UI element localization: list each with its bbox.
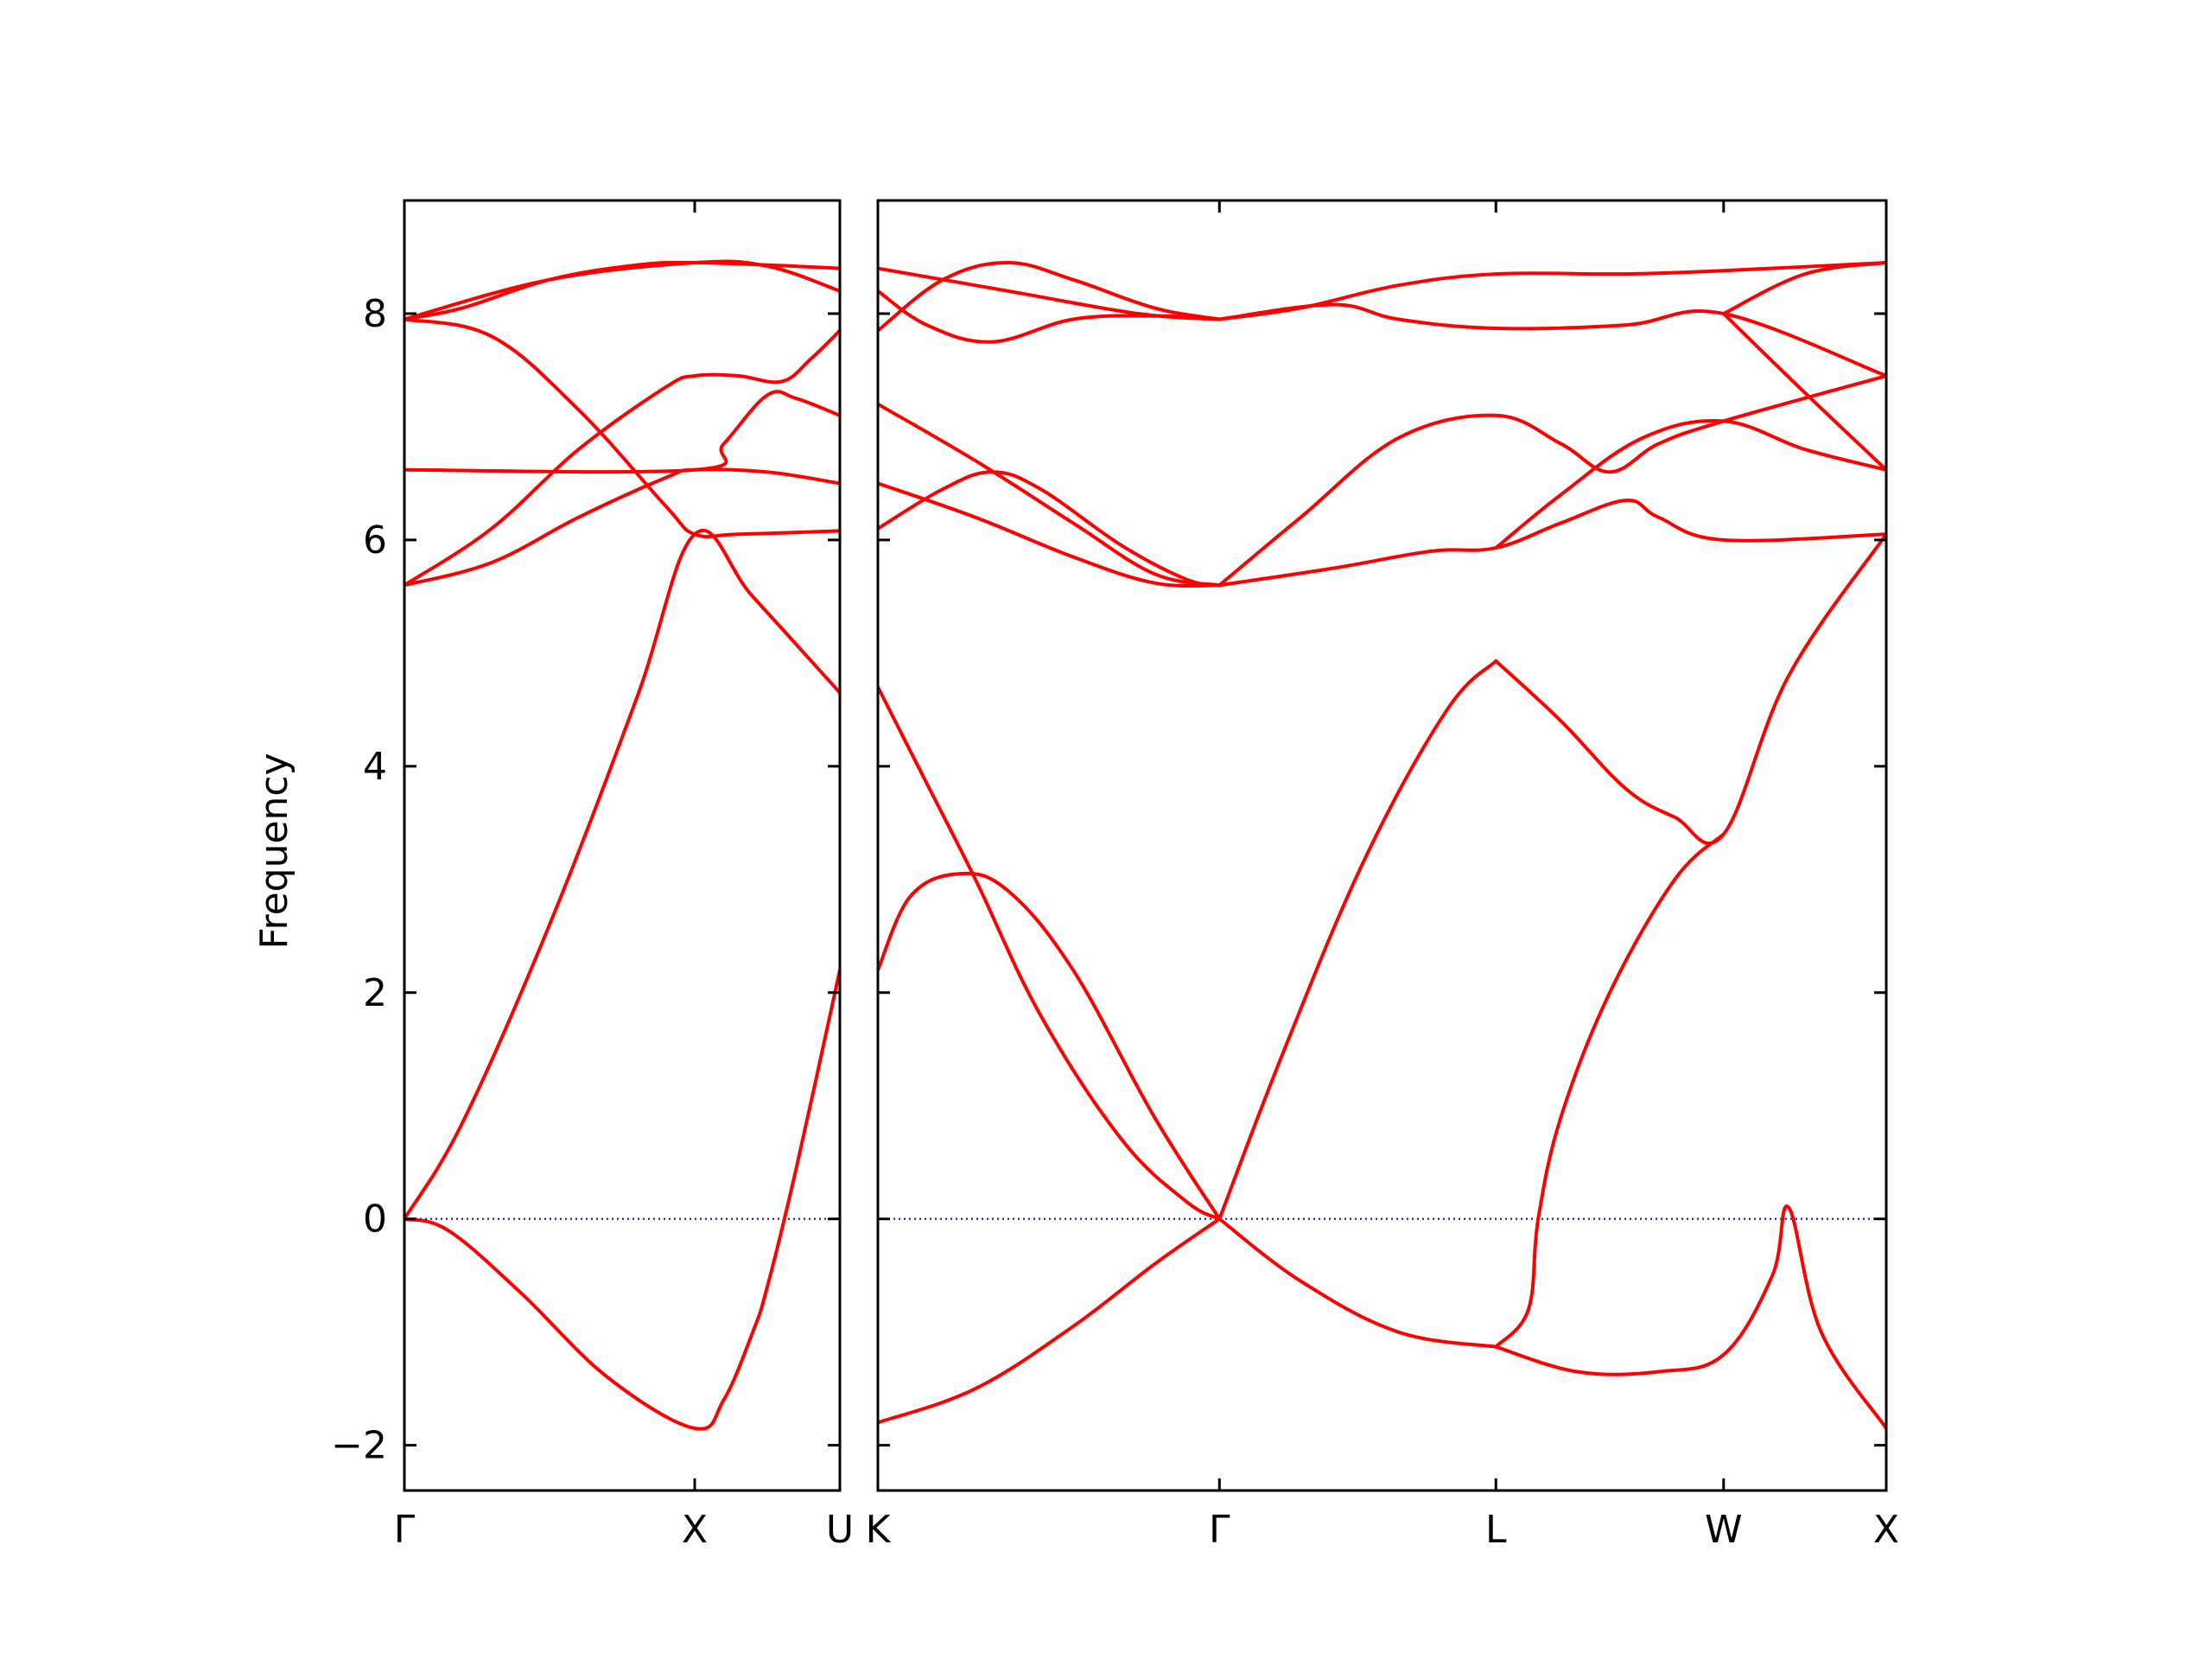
band-line-0-0: [404, 529, 840, 1221]
band-line-1-1: [878, 871, 1222, 1221]
y-tick-label: 0: [363, 1198, 387, 1242]
band-line-0-1: [404, 968, 840, 1431]
x-tick-label: K: [866, 1508, 892, 1552]
band-line-0-2: [404, 317, 840, 539]
x-tick-label: U: [826, 1508, 854, 1552]
band-line-1-5: [1494, 832, 1726, 1349]
band-line-1-4: [1217, 1217, 1498, 1349]
panel-frame: [403, 199, 842, 1492]
x-tick-label: Γ: [1209, 1508, 1230, 1552]
y-tick-label: 2: [363, 971, 387, 1015]
x-tick-label: Γ: [394, 1508, 416, 1552]
band-line-1-8: [878, 481, 1222, 588]
band-line-1-19: [1721, 312, 1886, 472]
x-tick-label: W: [1705, 1508, 1743, 1552]
band-line-1-3: [1217, 659, 1498, 1221]
band-line-1-16: [878, 266, 1222, 321]
band-line-0-6: [404, 260, 840, 321]
band-line-1-10: [878, 402, 1222, 588]
y-tick-label: 4: [363, 745, 387, 789]
band-line-1-7: [1494, 1205, 1886, 1430]
y-axis: −2 0 2 4 6 8: [331, 292, 387, 1468]
band-line-1-14: [878, 261, 1222, 333]
band-line-1-20: [1721, 261, 1886, 315]
band-line-1-17: [1217, 261, 1886, 321]
y-tick-label: 6: [363, 518, 387, 563]
band-line-1-13: [1494, 418, 1886, 550]
band-line-0-3: [404, 467, 840, 588]
x-tick-label: X: [1873, 1508, 1899, 1552]
x-tick-label: X: [682, 1508, 708, 1552]
band-line-1-0: [878, 685, 1222, 1221]
y-axis-label: Frequency: [252, 753, 296, 949]
band-line-0-7: [404, 259, 840, 321]
band-line-1-9: [878, 470, 1222, 588]
y-tick-label: 8: [363, 292, 387, 336]
band-line-1-12: [1217, 374, 1886, 588]
band-line-1-6: [1494, 532, 1886, 846]
x-tick-label: L: [1485, 1508, 1507, 1552]
band-line-1-11: [1217, 499, 1886, 588]
band-line-1-18: [1217, 302, 1886, 378]
band-line-0-4: [404, 328, 840, 588]
y-tick-label: −2: [331, 1424, 387, 1468]
band-line-1-2: [878, 1217, 1222, 1425]
band-line-0-5: [404, 390, 840, 474]
panel-frame: [876, 199, 1888, 1492]
